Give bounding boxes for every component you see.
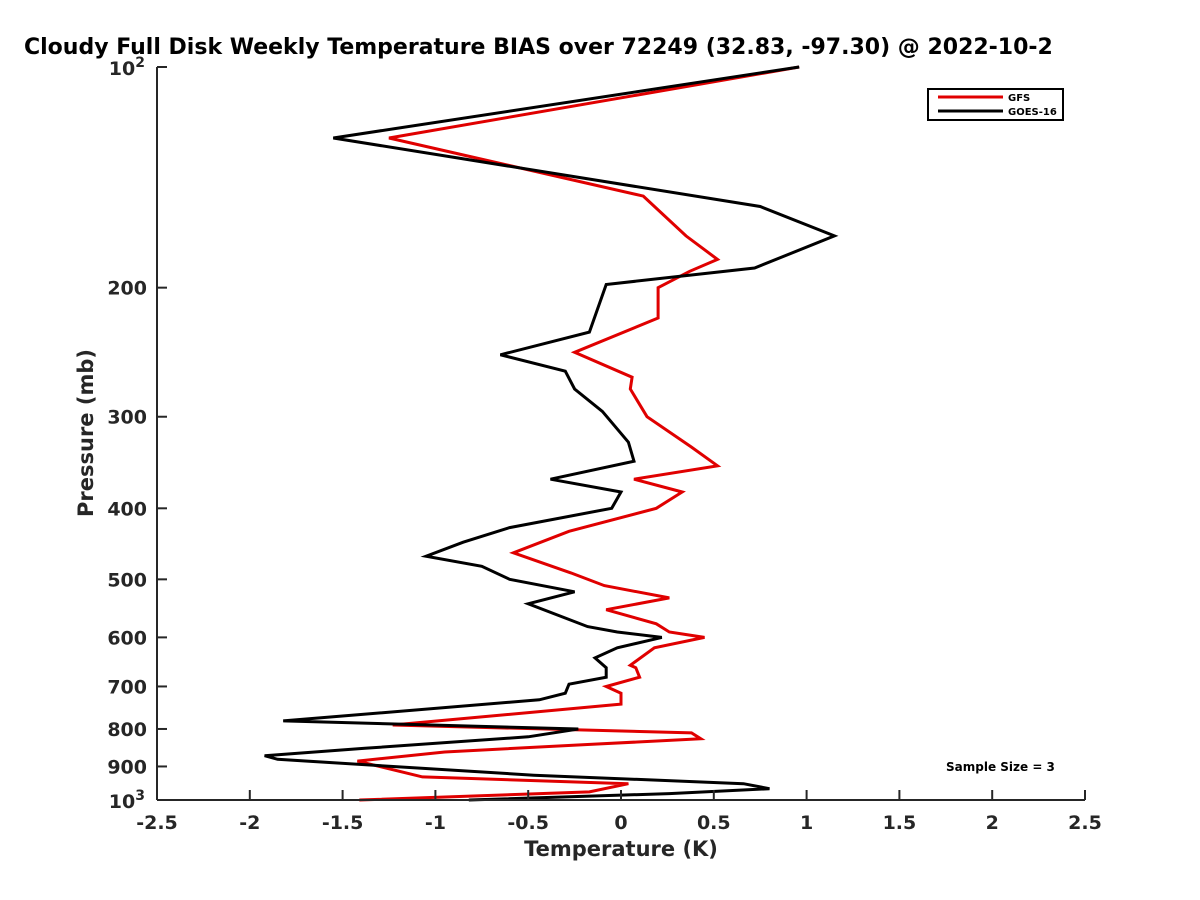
y-tick-label-bottom: 103 bbox=[109, 788, 145, 813]
x-tick-label: 0.5 bbox=[697, 812, 731, 834]
x-tick-label: -2 bbox=[239, 812, 260, 834]
sample-size-annotation: Sample Size = 3 bbox=[946, 760, 1055, 774]
x-tick-label: 0 bbox=[614, 812, 627, 834]
x-tick-label: -0.5 bbox=[507, 812, 549, 834]
series-line-1 bbox=[357, 65, 800, 802]
y-tick-label: 300 bbox=[107, 407, 147, 429]
x-tick-label: -1 bbox=[425, 812, 446, 834]
y-axis-label: Pressure (mb) bbox=[74, 349, 98, 517]
y-tick-label: 600 bbox=[107, 627, 147, 649]
y-tick-label: 500 bbox=[107, 569, 147, 591]
x-tick-label: 1.5 bbox=[883, 812, 917, 834]
x-tick-label: 2.5 bbox=[1068, 812, 1102, 834]
y-tick-label: 400 bbox=[107, 498, 147, 520]
x-tick-label: -1.5 bbox=[322, 812, 364, 834]
chart-title: Cloudy Full Disk Weekly Temperature BIAS… bbox=[24, 35, 1053, 60]
legend: GFS GOES-16 bbox=[927, 88, 1064, 121]
y-tick-label: 800 bbox=[107, 719, 147, 741]
x-axis-label: Temperature (K) bbox=[524, 837, 718, 861]
y-tick-label-top: 102 bbox=[109, 55, 145, 80]
x-tick-label: -2.5 bbox=[136, 812, 178, 834]
series-layer bbox=[264, 65, 839, 802]
y-tick-label: 200 bbox=[107, 278, 147, 300]
axes-layer: -2.5 -2 -1.5 -1 -0.5 0 0.5 1 1.5 2 2.5 200 300 400 500… bbox=[107, 55, 1102, 834]
x-tick-label: 2 bbox=[986, 812, 999, 834]
legend-label-1: GFS bbox=[1008, 93, 1030, 104]
y-tick-label: 900 bbox=[107, 756, 147, 778]
series-line-2 bbox=[264, 65, 839, 802]
y-tick-label: 700 bbox=[107, 676, 147, 698]
x-tick-label: 1 bbox=[800, 812, 813, 834]
legend-label-2: GOES-16 bbox=[1008, 107, 1057, 118]
legend-box bbox=[927, 88, 1064, 121]
